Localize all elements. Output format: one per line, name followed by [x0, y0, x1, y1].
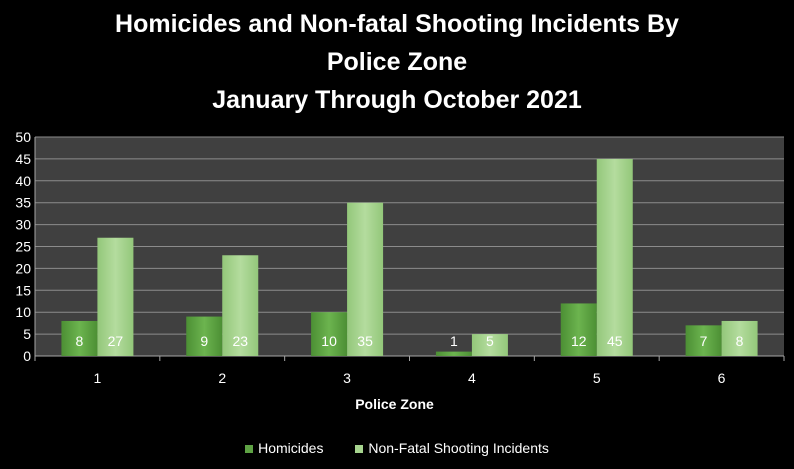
legend-swatch-nonfatal	[355, 445, 364, 454]
y-tick-label: 15	[15, 282, 31, 298]
x-axis-title: Police Zone	[355, 396, 434, 412]
data-label: 12	[571, 333, 587, 349]
y-tick-label: 25	[15, 239, 31, 255]
data-label: 7	[700, 333, 708, 349]
bar	[222, 255, 259, 356]
data-label: 27	[108, 333, 124, 349]
x-tick-label: 2	[218, 370, 226, 386]
chart-title-line-3: January Through October 2021	[212, 86, 582, 114]
bar	[186, 316, 223, 356]
data-label: 5	[486, 333, 494, 349]
data-label: 10	[321, 333, 337, 349]
chart-title-line-2: Police Zone	[326, 48, 468, 76]
data-label: 8	[736, 333, 744, 349]
y-tick-label: 0	[23, 348, 31, 364]
y-tick-label: 45	[15, 151, 31, 167]
y-tick-label: 30	[15, 217, 31, 233]
y-tick-label: 40	[15, 173, 31, 189]
y-tick-label: 5	[23, 326, 31, 342]
legend-label-nonfatal: Non-Fatal Shooting Incidents	[368, 440, 549, 456]
bar	[97, 237, 134, 356]
data-label: 35	[357, 333, 373, 349]
data-label: 1	[450, 333, 458, 349]
data-label: 9	[200, 333, 208, 349]
y-tick-label: 50	[15, 129, 31, 145]
chart-title-line-1: Homicides and Non-fatal Shooting Inciden…	[115, 10, 679, 38]
legend-item-nonfatal: Non-Fatal Shooting Incidents	[355, 440, 549, 456]
legend-swatch-homicides	[245, 445, 254, 454]
bar	[435, 351, 472, 356]
x-tick-label: 3	[343, 370, 351, 386]
bar	[347, 202, 384, 356]
legend-item-homicides: Homicides	[245, 440, 323, 456]
x-tick-label: 6	[718, 370, 726, 386]
x-tick-label: 4	[468, 370, 476, 386]
bar	[721, 320, 758, 356]
y-tick-label: 10	[15, 304, 31, 320]
bar	[596, 158, 633, 356]
bar	[311, 312, 348, 356]
bar	[560, 303, 597, 356]
bar	[471, 334, 508, 356]
y-tick-label: 35	[15, 195, 31, 211]
legend: Homicides Non-Fatal Shooting Incidents	[0, 440, 794, 456]
legend-label-homicides: Homicides	[258, 440, 324, 456]
x-tick-label: 1	[94, 370, 102, 386]
data-label: 23	[232, 333, 248, 349]
bar	[685, 325, 722, 356]
bar	[61, 320, 98, 356]
y-tick-label: 20	[15, 260, 31, 276]
data-label: 45	[607, 333, 623, 349]
data-label: 8	[76, 333, 84, 349]
x-tick-label: 5	[593, 370, 601, 386]
